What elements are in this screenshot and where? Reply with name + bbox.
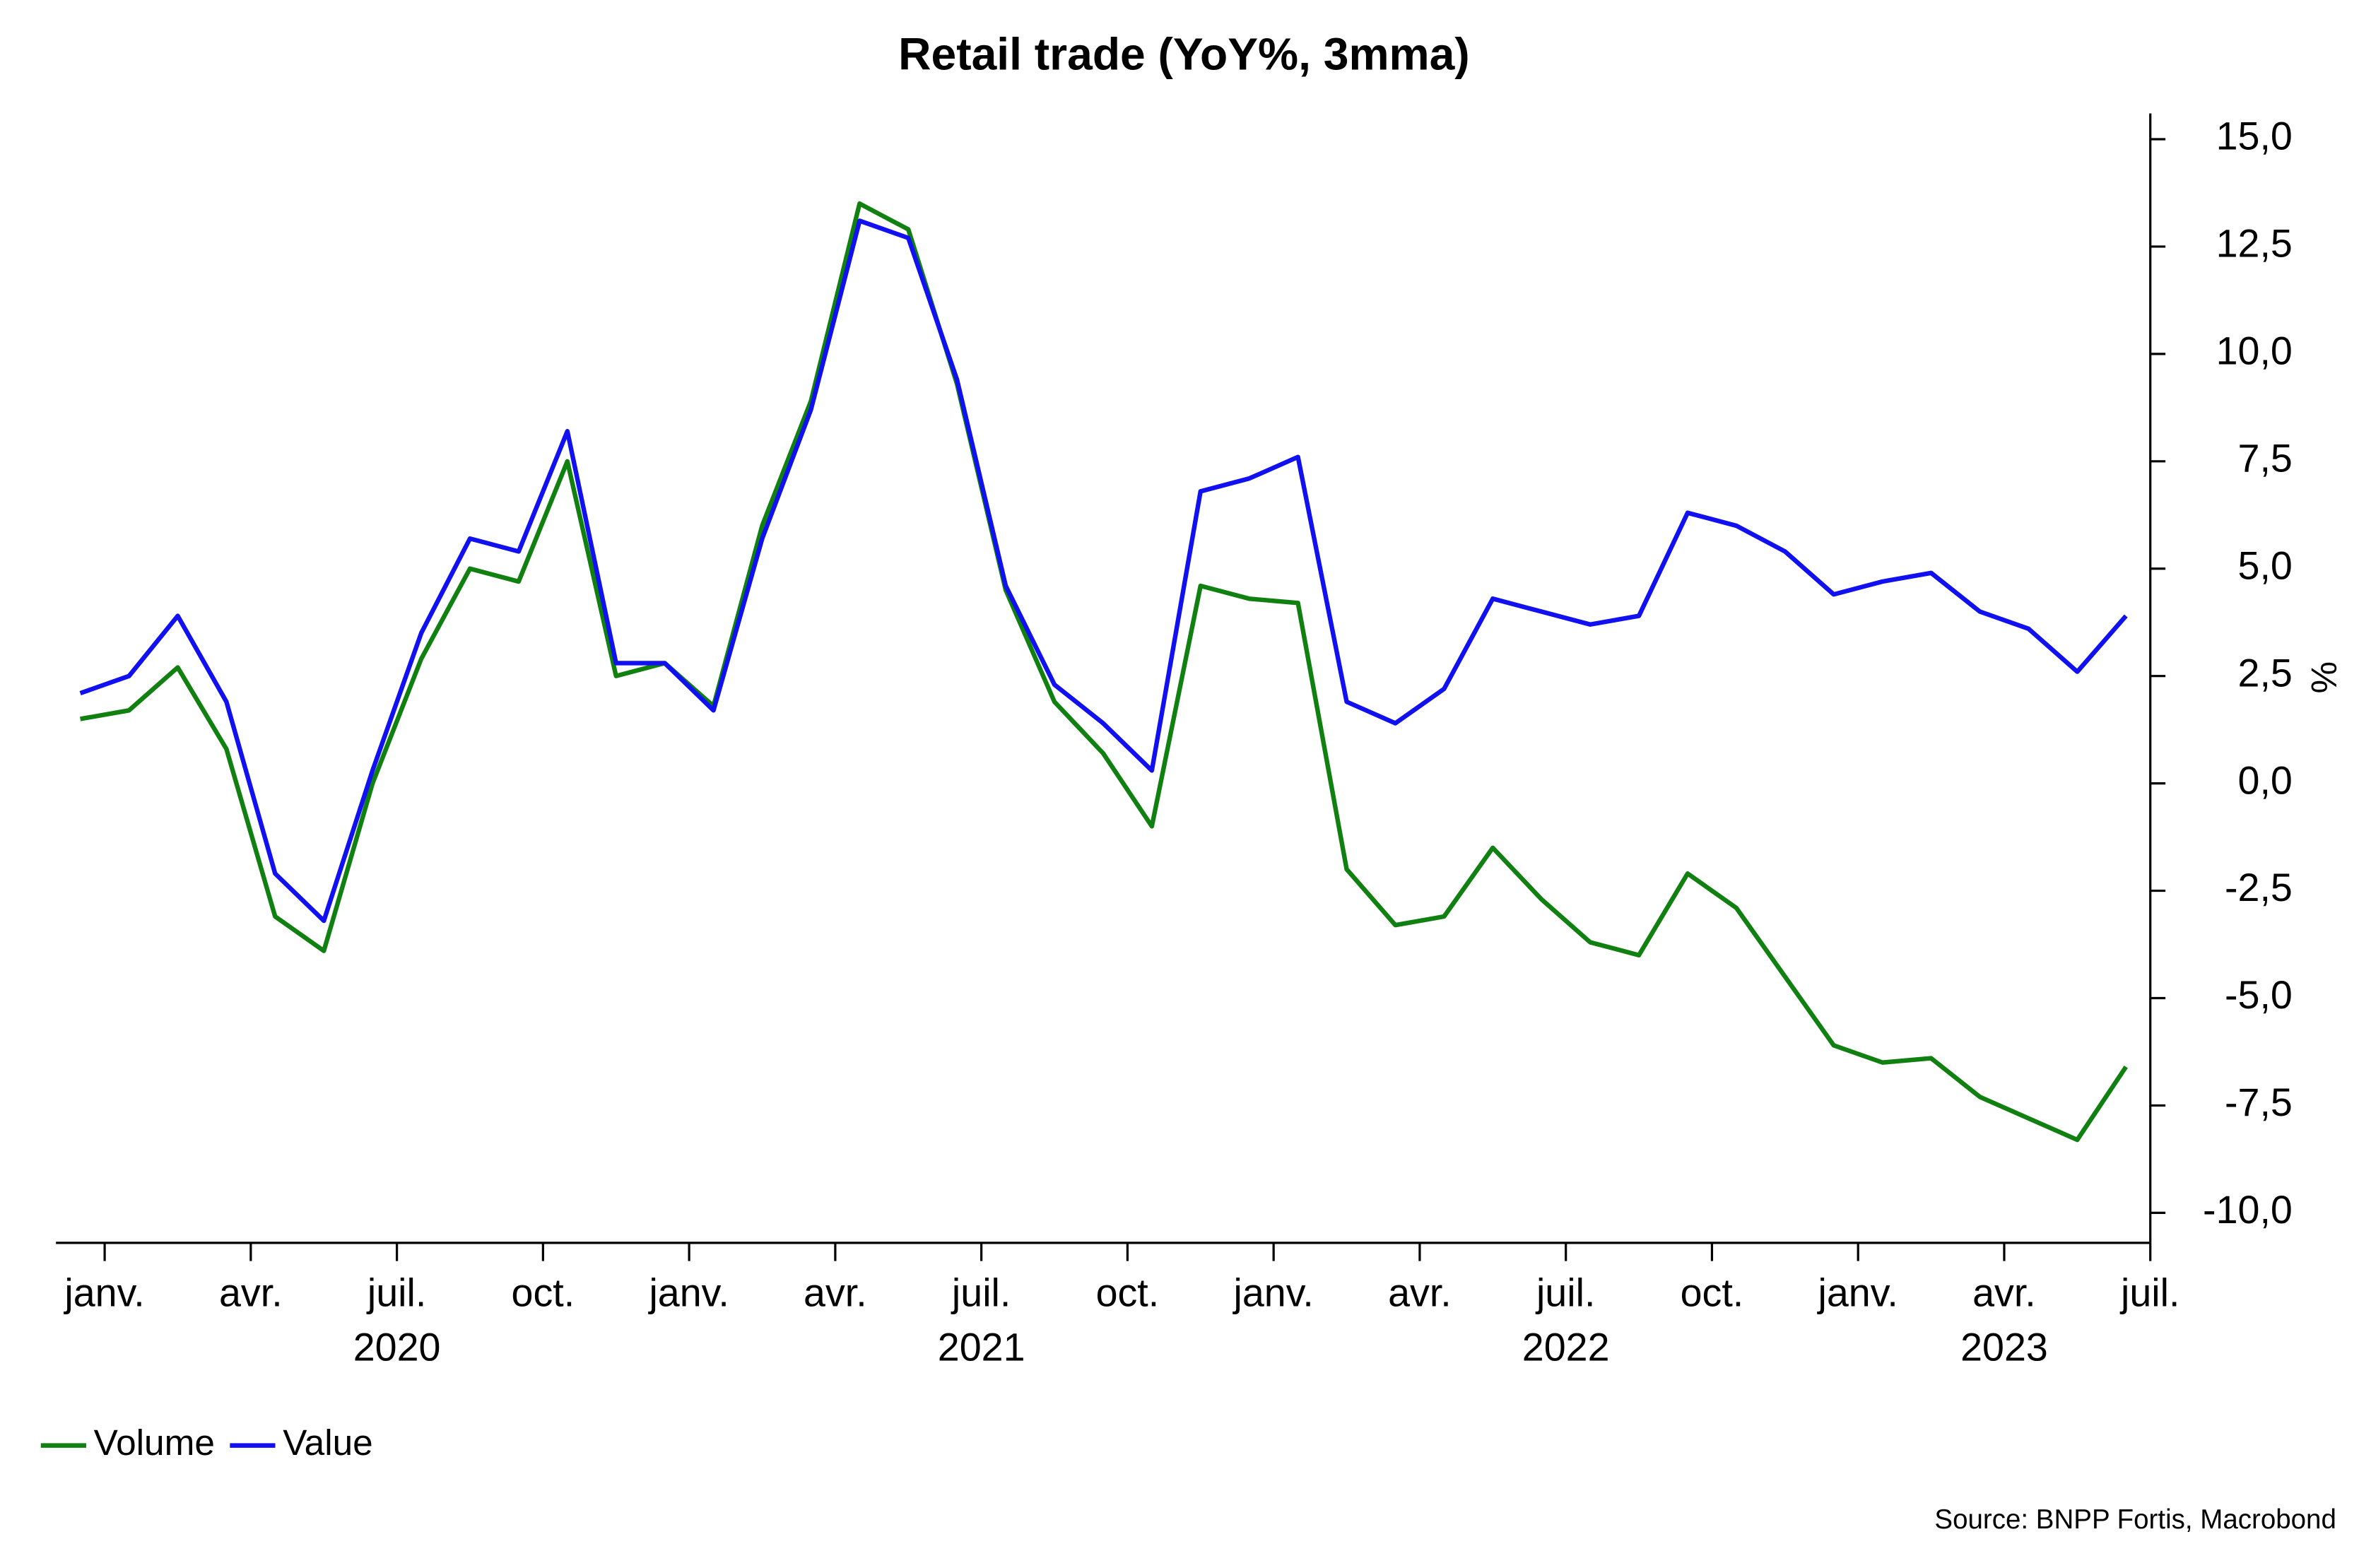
- year-label: 2021: [938, 1326, 1025, 1369]
- year-label: 2023: [1960, 1326, 2048, 1369]
- x-tick-label: oct.: [512, 1271, 575, 1314]
- year-label: 2022: [1522, 1326, 1610, 1369]
- y-tick-label: -2,5: [2225, 866, 2293, 909]
- line: [79, 218, 2128, 924]
- x-tick-label: avr.: [1972, 1271, 2036, 1314]
- x-tick-label: janv.: [63, 1271, 144, 1314]
- legend-label: Value: [283, 1422, 373, 1463]
- line: [80, 201, 2128, 1143]
- x-tick-label: oct.: [1681, 1271, 1744, 1314]
- y-tick-label: 2,5: [2238, 651, 2293, 695]
- y-tick-label: -5,0: [2225, 973, 2293, 1017]
- y-tick-label: -10,0: [2203, 1188, 2293, 1232]
- y-tick-label: 10,0: [2216, 329, 2293, 373]
- x-tick-label: janv.: [647, 1271, 729, 1314]
- legend-label: Volume: [94, 1422, 215, 1463]
- x-tick-label: juil.: [1535, 1271, 1595, 1314]
- y-tick-label: 15,0: [2216, 114, 2293, 158]
- x-tick-label: oct.: [1096, 1271, 1160, 1314]
- y-tick-label: 0,0: [2238, 758, 2293, 802]
- y-tick-label: 5,0: [2238, 543, 2293, 587]
- y-tick-label: 7,5: [2238, 436, 2293, 480]
- x-tick-label: avr.: [1388, 1271, 1452, 1314]
- source: Source: BNPP Fortis, Macrobond: [1934, 1504, 2336, 1535]
- chart-title: Retail trade (YoY%, 3mma): [898, 28, 1470, 79]
- x-tick-label: janv.: [1817, 1271, 1898, 1314]
- y-tick-label: 12,5: [2216, 222, 2293, 266]
- x-tick-label: avr.: [219, 1271, 283, 1314]
- y-axis-label: %: [2304, 661, 2344, 694]
- x-tick-label: juil.: [2119, 1271, 2179, 1314]
- x-tick-label: avr.: [804, 1271, 867, 1314]
- x-tick-label: juil.: [951, 1271, 1011, 1314]
- y-tick-label: -7,5: [2225, 1080, 2293, 1124]
- x-tick-label: juil.: [366, 1271, 426, 1314]
- year-label: 2020: [353, 1326, 441, 1369]
- x-tick-label: janv.: [1232, 1271, 1313, 1314]
